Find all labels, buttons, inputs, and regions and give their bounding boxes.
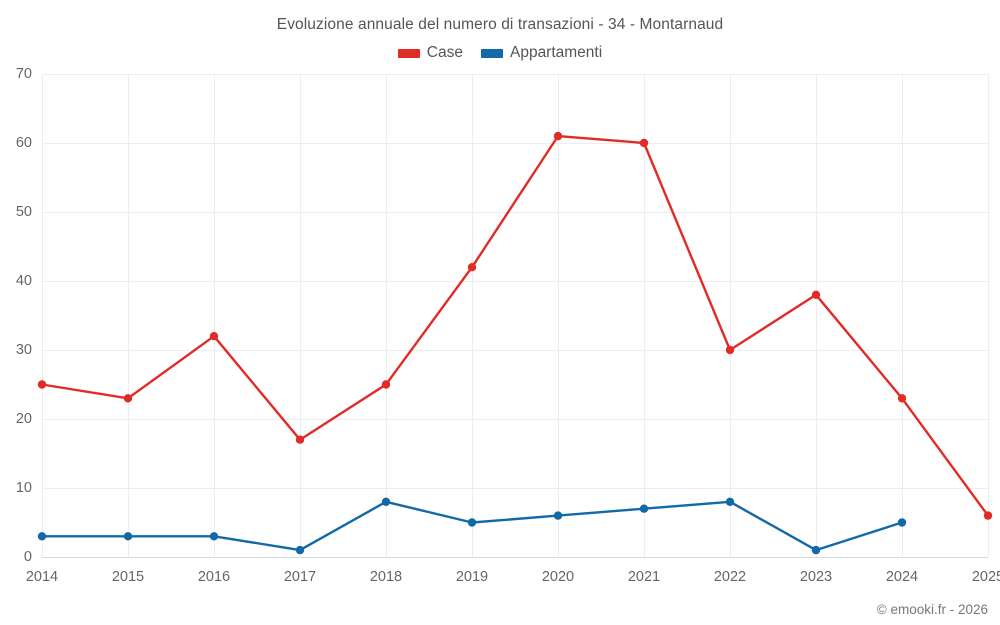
y-axis-tick-label: 0	[24, 549, 32, 565]
data-point-case-2020[interactable]	[553, 131, 563, 141]
y-axis-tick-label: 50	[16, 204, 32, 220]
data-point-appartamenti-2018[interactable]	[381, 497, 391, 506]
y-axis-tick-label: 10	[16, 480, 32, 496]
y-axis-tick-label: 40	[16, 273, 32, 289]
data-point-case-2025[interactable]	[983, 511, 993, 520]
y-axis-tick-label: 30	[16, 342, 32, 358]
data-point-case-2017[interactable]	[295, 435, 305, 444]
y-axis-tick-label: 60	[16, 135, 32, 151]
data-point-case-2018[interactable]	[381, 380, 391, 389]
x-axis-tick-label: 2020	[542, 569, 574, 585]
x-axis-tick-label: 2019	[456, 569, 488, 585]
x-axis-tick-label: 2024	[886, 569, 918, 585]
data-point-case-2014[interactable]	[37, 380, 47, 389]
legend-label-appartamenti: Appartamenti	[509, 44, 603, 61]
data-point-case-2021[interactable]	[639, 138, 649, 148]
legend-item-case[interactable]: Case	[397, 44, 463, 62]
data-point-appartamenti-2017[interactable]	[295, 545, 305, 555]
data-point-appartamenti-2014[interactable]	[37, 532, 47, 541]
data-point-appartamenti-2024[interactable]	[897, 518, 907, 527]
data-point-case-2023[interactable]	[811, 290, 821, 299]
credit-text: © emooki.fr - 2026	[876, 602, 988, 617]
data-point-case-2015[interactable]	[123, 394, 133, 403]
x-axis-tick-label: 2022	[714, 569, 746, 585]
data-point-case-2022[interactable]	[725, 345, 735, 355]
data-point-case-2016[interactable]	[209, 332, 219, 341]
legend-item-appartamenti[interactable]: Appartamenti	[480, 44, 603, 62]
data-point-appartamenti-2023[interactable]	[811, 545, 821, 555]
x-axis-tick-label: 2016	[198, 569, 230, 585]
x-axis-tick-label: 2014	[26, 569, 58, 585]
legend-label-case: Case	[426, 44, 463, 61]
x-axis-tick-label: 2017	[284, 569, 316, 585]
series-line-case	[40, 134, 990, 517]
x-axis-tick-label: 2018	[370, 569, 402, 585]
y-axis-tick-label: 20	[16, 411, 32, 427]
x-axis-tick-label: 2025	[972, 569, 1000, 585]
x-axis-tick-label: 2015	[112, 569, 144, 585]
legend-swatch-appartamenti	[480, 48, 503, 58]
legend-swatch-case	[397, 48, 420, 58]
data-point-appartamenti-2021[interactable]	[639, 504, 649, 513]
y-axis-tick-label: 70	[16, 66, 32, 82]
data-point-case-2024[interactable]	[897, 394, 907, 403]
x-axis-tick-label: 2023	[800, 569, 832, 585]
data-point-appartamenti-2022[interactable]	[725, 497, 735, 506]
data-point-appartamenti-2015[interactable]	[123, 532, 133, 541]
chart-title: Evoluzione annuale del numero di transaz…	[276, 16, 724, 33]
data-point-appartamenti-2020[interactable]	[553, 511, 563, 520]
data-point-case-2019[interactable]	[467, 263, 477, 272]
data-point-appartamenti-2016[interactable]	[209, 532, 219, 541]
chart-legend: Case Appartamenti	[0, 44, 1000, 62]
x-axis-tick-label: 2021	[628, 569, 660, 585]
data-point-appartamenti-2019[interactable]	[467, 518, 477, 527]
